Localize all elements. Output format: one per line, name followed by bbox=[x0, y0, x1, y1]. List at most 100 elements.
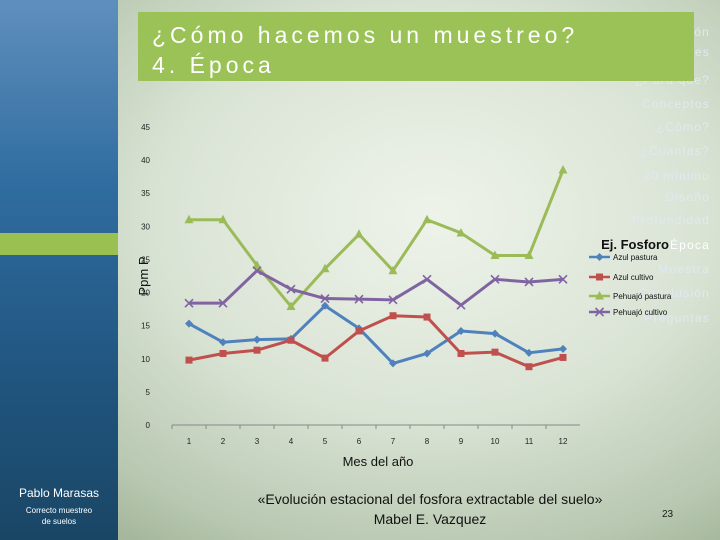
data-point bbox=[252, 266, 262, 276]
data-point bbox=[287, 336, 295, 344]
x-tick-label: 7 bbox=[391, 437, 396, 446]
data-point bbox=[320, 293, 330, 304]
sidebar-item[interactable]: Muestra bbox=[658, 262, 710, 276]
data-point bbox=[456, 300, 466, 310]
x-tick-label: 5 bbox=[323, 437, 328, 446]
data-point bbox=[185, 356, 193, 364]
legend-label: Pehuajó cultivo bbox=[613, 308, 668, 317]
data-point bbox=[559, 353, 567, 361]
x-tick-label: 8 bbox=[425, 437, 430, 446]
x-tick-label: 4 bbox=[289, 437, 294, 446]
series-line-2 bbox=[188, 314, 564, 369]
y-tick-label: 10 bbox=[141, 355, 150, 364]
data-point bbox=[184, 214, 194, 224]
y-tick-label: 30 bbox=[141, 222, 150, 231]
data-point bbox=[457, 349, 465, 357]
x-tick-label: 6 bbox=[357, 437, 362, 446]
legend-marker bbox=[596, 273, 603, 281]
data-point bbox=[321, 354, 329, 362]
data-point bbox=[253, 335, 261, 344]
sidebar-item[interactable]: Profundidad bbox=[632, 213, 710, 227]
y-tick-label: 20 bbox=[141, 289, 150, 298]
series-line-1 bbox=[188, 304, 564, 365]
y-tick-label: 5 bbox=[146, 388, 151, 397]
sidebar-item[interactable]: Época bbox=[669, 238, 710, 252]
data-point bbox=[253, 346, 261, 354]
data-point bbox=[558, 274, 568, 284]
y-tick-label: 25 bbox=[141, 255, 150, 264]
data-point bbox=[524, 250, 534, 259]
data-point bbox=[558, 165, 568, 174]
data-point bbox=[320, 263, 330, 273]
data-point bbox=[185, 319, 193, 328]
source-caption: «Evolución estacional del fosfora extrac… bbox=[257, 491, 603, 527]
data-point bbox=[354, 294, 364, 304]
y-tick-label: 15 bbox=[141, 322, 150, 331]
data-point bbox=[456, 227, 466, 237]
chart-title: Ej. Fosforo bbox=[601, 237, 669, 252]
y-axis-label: Ppm P bbox=[136, 256, 151, 295]
x-tick-label: 1 bbox=[187, 437, 192, 446]
data-point bbox=[559, 344, 567, 353]
data-point bbox=[491, 348, 499, 356]
sidebar-item[interactable]: 20 mínimo bbox=[643, 169, 710, 183]
data-point bbox=[524, 277, 534, 287]
data-point bbox=[423, 349, 431, 358]
presenter-subtitle: Correcto muestreo de suelos bbox=[25, 506, 93, 526]
x-tick-label: 3 bbox=[255, 437, 260, 446]
data-point bbox=[423, 313, 431, 321]
x-tick-label: 9 bbox=[459, 437, 464, 446]
legend-label: Azul cultivo bbox=[613, 273, 654, 282]
data-point bbox=[490, 250, 500, 259]
sidebar-item[interactable]: Conceptos bbox=[641, 97, 710, 111]
sidebar-item[interactable]: ¿Cuantas? bbox=[640, 144, 710, 158]
data-point bbox=[388, 265, 398, 275]
presenter-name: Pablo Marasas bbox=[18, 486, 100, 500]
data-point bbox=[490, 274, 500, 284]
x-tick-label: 11 bbox=[525, 437, 534, 446]
y-tick-label: 40 bbox=[141, 156, 150, 165]
x-tick-label: 10 bbox=[491, 437, 500, 446]
data-point bbox=[184, 298, 194, 308]
data-point bbox=[286, 284, 296, 294]
page-number: 23 bbox=[662, 509, 674, 520]
sidebar-item[interactable]: ¿Cómo? bbox=[656, 120, 710, 134]
series-line-3 bbox=[189, 169, 565, 308]
y-tick-label: 45 bbox=[141, 123, 150, 132]
data-point bbox=[321, 301, 329, 310]
sidebar-item[interactable]: Conclusión bbox=[638, 286, 710, 300]
y-tick-label: 0 bbox=[146, 421, 151, 430]
data-point bbox=[422, 274, 432, 284]
data-point bbox=[389, 312, 397, 320]
x-axis-label: Mes del año bbox=[343, 454, 414, 469]
data-point bbox=[219, 338, 227, 347]
data-point bbox=[388, 295, 398, 305]
title-banner bbox=[138, 12, 694, 81]
data-point bbox=[218, 214, 228, 224]
data-point bbox=[525, 363, 533, 371]
x-tick-label: 2 bbox=[221, 437, 226, 446]
data-point bbox=[422, 214, 432, 224]
data-point bbox=[389, 359, 397, 368]
data-point bbox=[457, 326, 465, 335]
data-point bbox=[218, 298, 228, 308]
legend-marker bbox=[595, 253, 604, 261]
sidebar-item[interactable]: Preguntas bbox=[644, 311, 710, 325]
legend-label: Azul pastura bbox=[613, 253, 658, 262]
data-point bbox=[252, 260, 262, 269]
legend-label: Pehuajó pastura bbox=[613, 292, 672, 301]
data-point bbox=[219, 349, 227, 357]
sidebar bbox=[0, 0, 118, 540]
data-point bbox=[491, 329, 499, 338]
series-line-4 bbox=[189, 269, 564, 307]
data-point bbox=[354, 229, 364, 238]
nav-active-highlight bbox=[0, 233, 118, 255]
sidebar-item[interactable]: Diseño bbox=[665, 190, 710, 204]
y-tick-label: 35 bbox=[141, 189, 150, 198]
legend-marker bbox=[594, 307, 605, 317]
data-point bbox=[355, 327, 363, 335]
data-point bbox=[525, 348, 533, 357]
page-title: ¿Cómo hacemos un muestreo? 4. Época bbox=[152, 22, 579, 78]
legend-marker bbox=[595, 291, 604, 300]
